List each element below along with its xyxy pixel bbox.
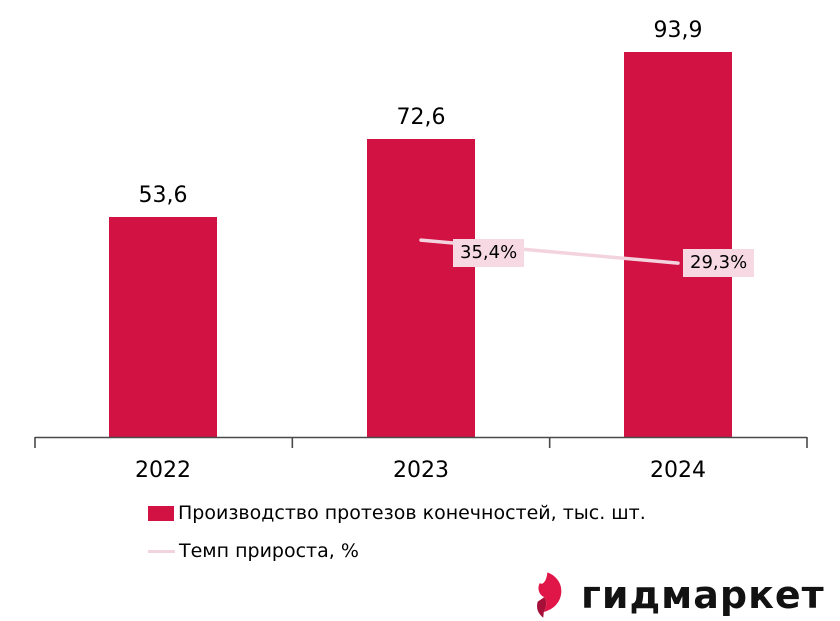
legend-label-growth: Темп прироста, % [179,540,359,562]
gidmarket-flame-icon [537,572,562,618]
bar-2023 [367,138,475,437]
gidmarket-logo-text: гидмаркет [581,573,825,617]
legend-label-production: Производство протезов конечностей, тыс. … [178,502,646,524]
legend-item-growth: Темп прироста, % [148,540,359,562]
bar-series-swatch [148,505,174,521]
bar-2024 [624,51,732,437]
line-series-swatch [148,549,175,553]
gidmarket-logo: гидмаркет [534,571,825,619]
bar-2022 [109,216,217,437]
legend-item-production: Производство протезов конечностей, тыс. … [148,502,646,524]
